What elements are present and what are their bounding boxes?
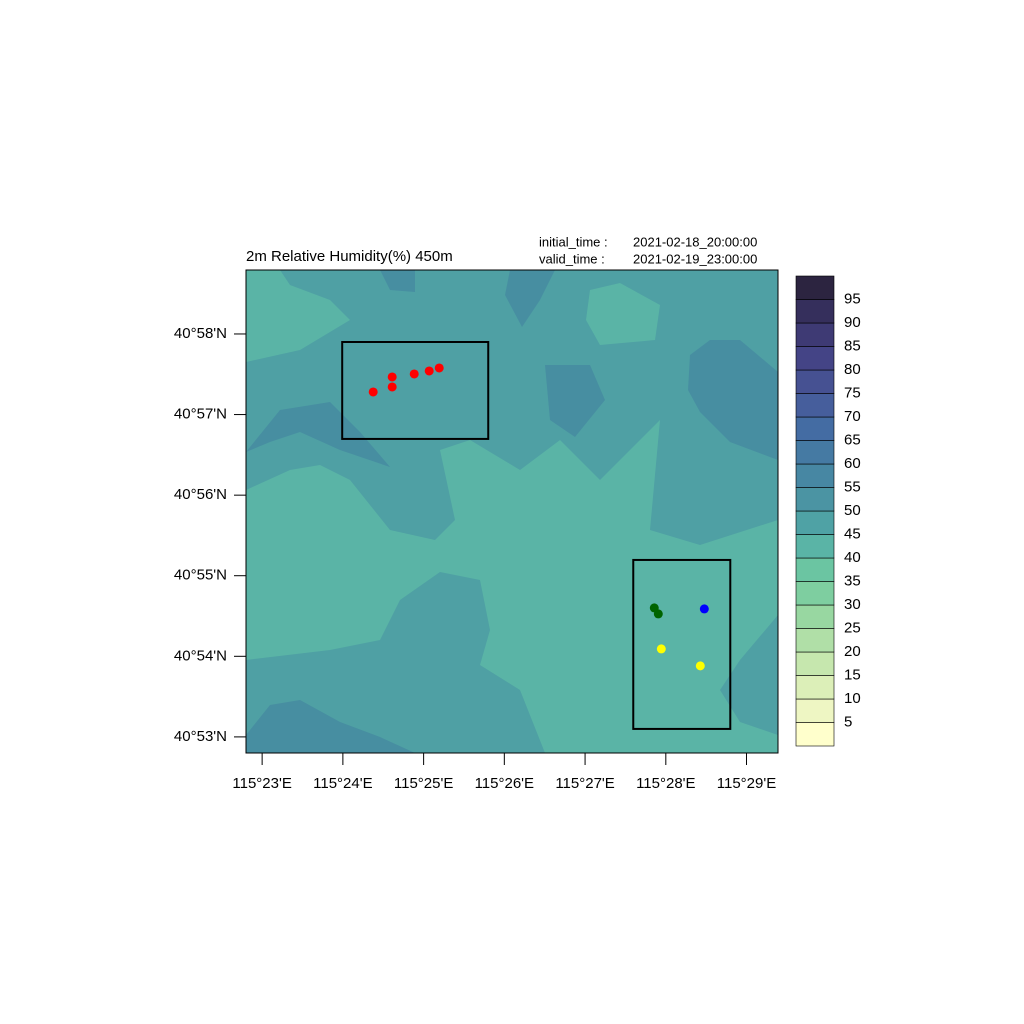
colorbar-segment <box>795 393 835 418</box>
station-point <box>424 366 434 376</box>
station-point <box>653 609 663 619</box>
colorbar-label: 95 <box>844 290 861 307</box>
x-tick-label: 115°26'E <box>475 775 534 792</box>
colorbar-label: 25 <box>844 619 861 636</box>
x-tick-label: 115°27'E <box>555 775 614 792</box>
colorbar-segment <box>795 275 835 300</box>
y-tick-label: 40°54'N <box>174 647 227 664</box>
region-box <box>341 340 490 440</box>
colorbar-label: 70 <box>844 408 861 425</box>
y-tick-label: 40°56'N <box>174 486 227 503</box>
x-tick-label: 115°25'E <box>394 775 453 792</box>
x-tick-label: 115°24'E <box>313 775 372 792</box>
colorbar-segment <box>795 322 835 347</box>
colorbar-label: 35 <box>844 572 861 589</box>
colorbar-segment <box>795 463 835 488</box>
colorbar-label: 90 <box>844 314 861 331</box>
colorbar-label: 85 <box>844 337 861 354</box>
colorbar-segment <box>795 581 835 606</box>
info-label: initial_time : <box>539 234 608 249</box>
colorbar-segment <box>795 299 835 324</box>
station-point <box>434 363 444 373</box>
info-value: 2021-02-19_23:00:00 <box>633 251 757 266</box>
colorbar-segment <box>795 722 835 747</box>
station-point <box>387 382 397 392</box>
info-label: valid_time : <box>539 251 605 266</box>
colorbar-label: 75 <box>844 384 861 401</box>
x-tick-label: 115°23'E <box>232 775 291 792</box>
contour-field <box>246 270 778 753</box>
colorbar-label: 80 <box>844 361 861 378</box>
y-tick-label: 40°58'N <box>174 325 227 342</box>
colorbar-label: 40 <box>844 549 861 566</box>
colorbar-segment <box>795 557 835 582</box>
colorbar-label: 60 <box>844 455 861 472</box>
title: 2m Relative Humidity(%) 450m <box>246 248 453 265</box>
colorbar-segment <box>795 440 835 465</box>
colorbar-segment <box>795 416 835 441</box>
colorbar-label: 65 <box>844 431 861 448</box>
colorbar-segment <box>795 675 835 700</box>
colorbar-segment <box>795 698 835 723</box>
y-tick-label: 40°53'N <box>174 728 227 745</box>
colorbar-segment <box>795 487 835 512</box>
colorbar-segment <box>795 369 835 394</box>
plot-frame <box>245 269 779 754</box>
colorbar-label: 55 <box>844 478 861 495</box>
station-point <box>656 644 666 654</box>
colorbar-label: 5 <box>844 713 852 730</box>
info-value: 2021-02-18_20:00:00 <box>633 234 757 249</box>
colorbar-label: 15 <box>844 666 861 683</box>
colorbar-label: 20 <box>844 643 861 660</box>
colorbar-segment <box>795 510 835 535</box>
colorbar-segment <box>795 651 835 676</box>
y-tick-label: 40°55'N <box>174 567 227 584</box>
colorbar-segment <box>795 604 835 629</box>
station-point <box>387 372 397 382</box>
colorbar-label: 45 <box>844 525 861 542</box>
colorbar-label: 30 <box>844 596 861 613</box>
y-tick-label: 40°57'N <box>174 406 227 423</box>
station-point <box>699 604 709 614</box>
colorbar-segment <box>795 346 835 371</box>
station-point <box>409 369 419 379</box>
region-box <box>632 558 732 730</box>
colorbar-segment <box>795 628 835 653</box>
colorbar-label: 50 <box>844 502 861 519</box>
colorbar-segment <box>795 534 835 559</box>
colorbar-label: 10 <box>844 690 861 707</box>
station-point <box>695 661 705 671</box>
station-point <box>368 387 378 397</box>
x-tick-label: 115°28'E <box>636 775 695 792</box>
x-tick-label: 115°29'E <box>717 775 776 792</box>
